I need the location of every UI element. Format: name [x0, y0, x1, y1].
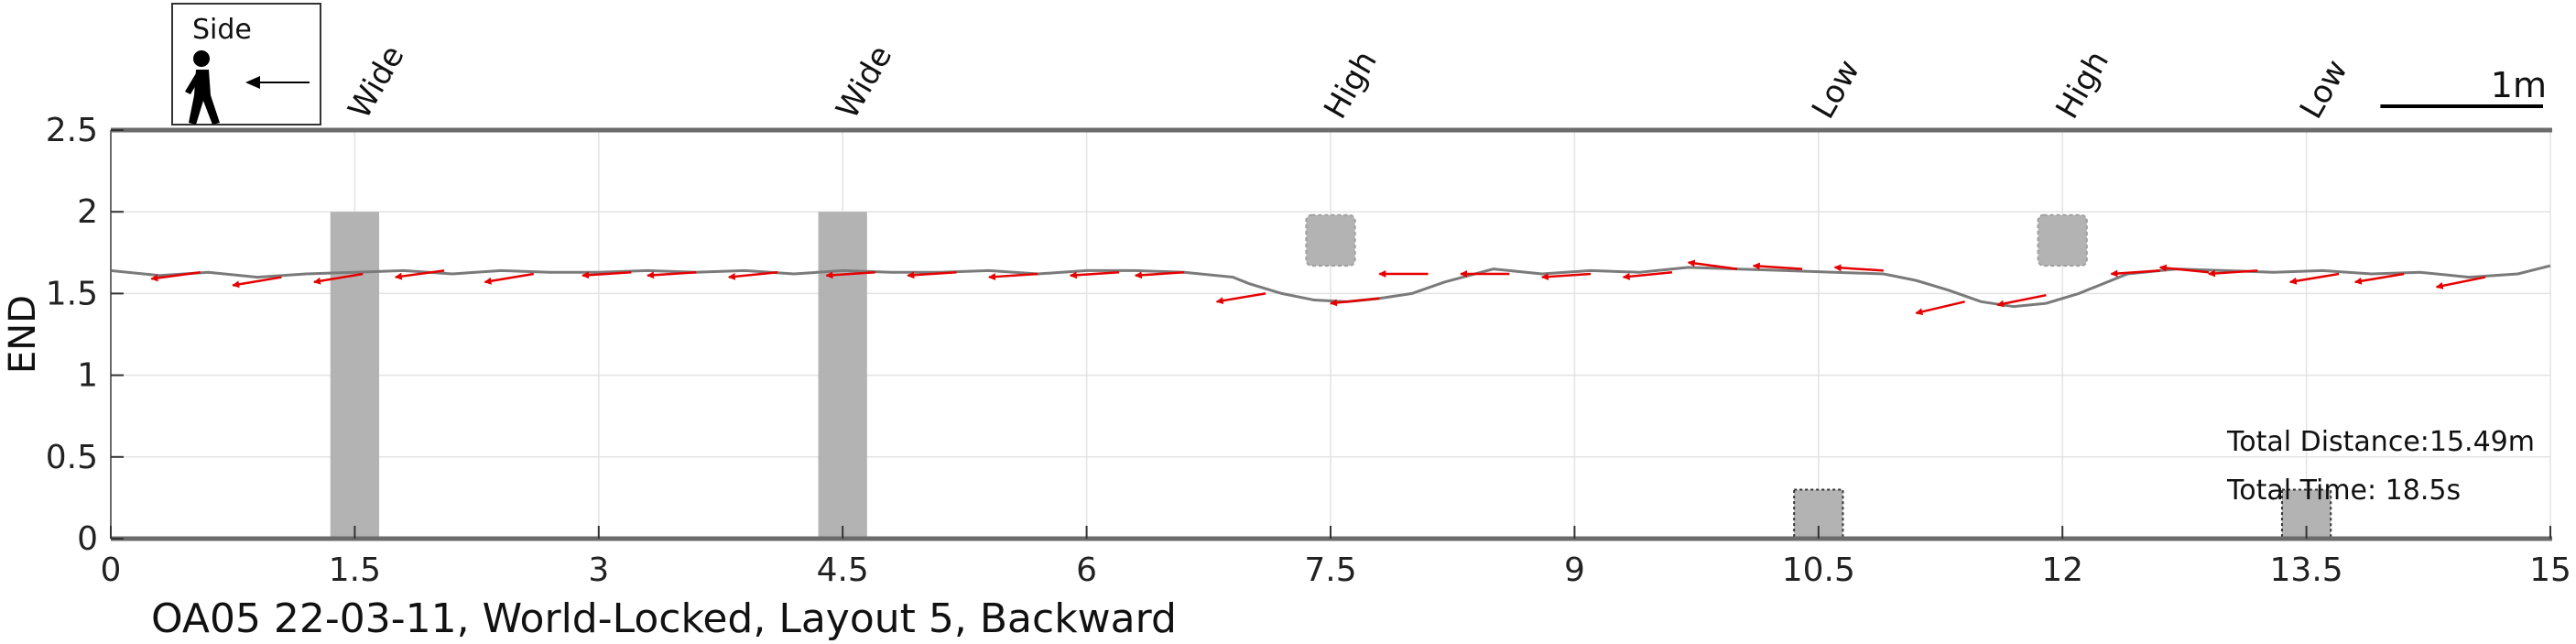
y-tick-label: 1.5 — [46, 275, 98, 312]
heading-arrow — [313, 272, 364, 285]
heading-arrow — [484, 272, 534, 285]
obstacle-wide — [818, 212, 867, 539]
obstacle-label: Wide — [829, 39, 899, 125]
obstacle-labels: Wide Wide High Low High Low — [342, 39, 2355, 125]
chart-title: OA05 22-03-11, World-Locked, Layout 5, B… — [151, 595, 1177, 642]
heading-arrow — [825, 270, 875, 279]
x-tick-label: 12 — [2041, 551, 2083, 589]
x-tick-label: 10.5 — [1782, 551, 1855, 589]
heading-arrow — [2110, 269, 2160, 278]
heading-arrow — [1687, 259, 1738, 270]
scale-bar: 1m — [2380, 65, 2547, 108]
x-ticks: 0 1.5 3 4.5 6 7.5 9 10.5 12 13.5 15 — [101, 526, 2571, 589]
heading-arrow — [1915, 300, 1965, 316]
x-tick-label: 1.5 — [329, 551, 381, 589]
walking-person-icon — [185, 50, 220, 125]
x-tick-label: 4.5 — [817, 551, 869, 589]
heading-arrows — [150, 259, 2486, 316]
heading-arrow — [1069, 270, 1120, 279]
total-distance-annotation: Total Distance:15.49m — [2226, 426, 2535, 458]
legend-label: Side — [192, 14, 252, 46]
grid — [110, 129, 2551, 540]
heading-arrow — [2435, 276, 2486, 289]
obstacles — [330, 212, 2332, 540]
heading-arrow — [2288, 272, 2340, 285]
x-tick-label: 3 — [588, 551, 609, 589]
y-axis-label: END — [2, 295, 44, 374]
heading-arrow — [2208, 269, 2258, 278]
x-tick-label: 6 — [1076, 551, 1097, 589]
x-tick-label: 0 — [101, 551, 122, 589]
y-tick-label: 2.5 — [46, 112, 98, 149]
heading-arrow — [582, 270, 632, 279]
legend: Side — [171, 3, 321, 126]
total-time-annotation: Total Time: 18.5s — [2226, 475, 2461, 507]
x-tick-label: 13.5 — [2270, 551, 2343, 589]
heading-arrow — [1996, 293, 2047, 308]
heading-arrow — [2353, 272, 2405, 285]
obstacle-label: High — [1317, 45, 1385, 126]
obstacle-high — [1305, 213, 1356, 267]
heading-arrow — [647, 270, 697, 279]
obstacle-high — [2037, 213, 2088, 267]
heading-arrow — [394, 269, 445, 280]
left-arrow-icon — [245, 76, 310, 89]
y-tick-label: 1 — [77, 357, 98, 395]
obstacle-label: High — [2049, 45, 2116, 126]
obstacle-label: Wide — [342, 39, 412, 125]
heading-arrow — [907, 270, 957, 279]
x-tick-label: 9 — [1564, 551, 1585, 589]
x-tick-label: 15 — [2529, 551, 2571, 589]
heading-arrow — [1622, 270, 1673, 280]
y-ticks: 0 0.5 1 1.5 2 2.5 — [46, 112, 124, 558]
heading-arrow — [1330, 297, 1380, 307]
heading-arrow — [988, 272, 1038, 281]
obstacle-label: Low — [1805, 54, 1867, 126]
y-tick-label: 2 — [77, 193, 98, 231]
heading-arrow — [150, 270, 201, 282]
heading-arrow — [2158, 264, 2210, 274]
scale-label: 1m — [2491, 65, 2547, 105]
y-tick-label: 0.5 — [46, 439, 98, 476]
obstacle-label: Low — [2293, 54, 2355, 126]
heading-arrow — [727, 270, 778, 280]
obstacle-wide — [330, 212, 380, 539]
heading-arrow — [1540, 272, 1592, 281]
heading-arrow — [1752, 262, 1803, 270]
heading-arrow — [232, 276, 282, 289]
heading-arrow — [1134, 270, 1185, 279]
heading-arrow — [1215, 292, 1266, 305]
y-tick-label: 0 — [77, 520, 98, 558]
heading-arrow — [1833, 264, 1884, 272]
x-tick-label: 7.5 — [1304, 551, 1356, 589]
